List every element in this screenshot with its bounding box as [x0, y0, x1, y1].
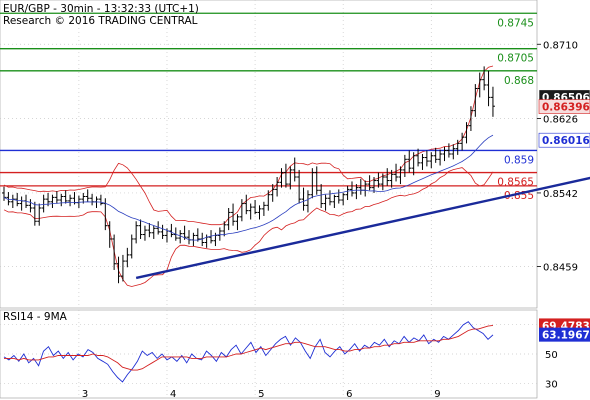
- price-axis-label: 0.8459: [543, 262, 578, 273]
- price-tag-box: [538, 132, 590, 148]
- moving-average: [3, 134, 494, 241]
- rsi-tag-box: [539, 327, 590, 342]
- time-axis-label: 3: [82, 389, 88, 400]
- level-label-support: 0.8565: [497, 177, 534, 189]
- rsi-lines: [3, 321, 494, 383]
- rsi-axis-label: 50: [545, 350, 558, 361]
- main-panel-frame: [0, 0, 538, 309]
- trendline: [135, 176, 590, 280]
- level-label-resistance: 0.8745: [497, 17, 534, 29]
- level-label-resistance: 0.868: [504, 75, 534, 87]
- price-axis: 0.8710 0.8626 0.8542 0.8459: [537, 40, 578, 273]
- time-axis: 3 4 5 6 9: [82, 389, 441, 400]
- price-tag-box: [538, 99, 590, 114]
- rsi-panel-title: RSI14 - 9MA: [3, 311, 68, 323]
- price-axis-label: 0.8626: [543, 115, 578, 126]
- rsi-series-rsi: [3, 321, 494, 383]
- rsi-series-ma: [4, 324, 494, 371]
- price-axis-label: 0.8710: [543, 40, 578, 51]
- bollinger-lower: [3, 167, 494, 287]
- bollinger-upper: [3, 65, 494, 226]
- price-tag-label: 0.86016: [542, 135, 590, 147]
- time-axis-label: 6: [346, 389, 352, 400]
- chart-header-line2: Research © 2016 TRADING CENTRAL: [3, 15, 198, 27]
- bollinger-bands: [3, 65, 494, 287]
- trendline-group: [135, 176, 590, 280]
- rsi-tag-label: 63.1967: [542, 330, 590, 342]
- ma-line: [3, 134, 494, 241]
- time-axis-label: 9: [434, 389, 440, 400]
- price-tag-label: 0.86396: [542, 102, 590, 114]
- level-label-resistance: 0.8705: [497, 53, 534, 65]
- chart-header-line1: EUR/GBP - 30min - 13:32:33 (UTC+1): [3, 3, 199, 15]
- price-axis-label: 0.8542: [543, 189, 578, 200]
- rsi-axis-label: 30: [545, 379, 558, 390]
- price-candles: [2, 66, 495, 284]
- time-axis-label: 4: [170, 389, 176, 400]
- level-label-pivot: 0.859: [504, 154, 534, 166]
- time-axis-label: 5: [258, 389, 264, 400]
